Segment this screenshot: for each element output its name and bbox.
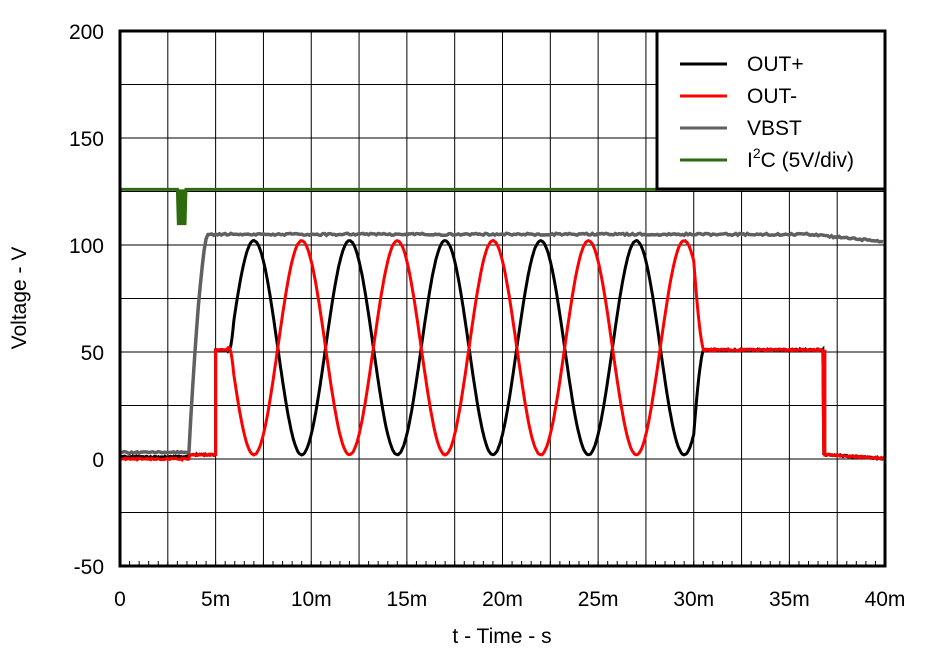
y-tick-label: 100 xyxy=(69,235,104,258)
chart: 200 150 100 50 0 -50 0 5m 10m 15m 20m 25m 30m 35m 40m… xyxy=(0,0,930,657)
legend-label-i2c: I2C (5V/div) xyxy=(747,145,854,172)
x-tick-label: 0 xyxy=(114,588,126,611)
legend-label-vbst: VBST xyxy=(747,117,802,140)
y-tick-label: -50 xyxy=(74,556,104,579)
x-tick-label: 30m xyxy=(673,588,714,611)
legend-label-out-minus: OUT- xyxy=(747,85,797,108)
x-tick-label: 10m xyxy=(291,588,332,611)
x-tick-label: 20m xyxy=(482,588,523,611)
legend-label-out-plus: OUT+ xyxy=(747,53,804,76)
x-tick-label: 5m xyxy=(201,588,230,611)
x-tick-label: 35m xyxy=(769,588,810,611)
x-tick-label: 40m xyxy=(865,588,906,611)
i2c-pulse xyxy=(177,189,186,223)
y-tick-labels: 200 150 100 50 0 -50 xyxy=(69,21,104,579)
legend: OUT+ OUT- VBST I2C (5V/div) xyxy=(657,31,885,189)
y-tick-label: 200 xyxy=(69,21,104,44)
x-tick-labels: 0 5m 10m 15m 20m 25m 30m 35m 40m xyxy=(114,588,905,611)
y-tick-label: 50 xyxy=(81,342,104,365)
y-tick-label: 150 xyxy=(69,128,104,151)
y-tick-label: 0 xyxy=(92,449,104,472)
x-tick-label: 15m xyxy=(386,588,427,611)
x-axis-label: t - Time - s xyxy=(452,625,551,648)
x-tick-label: 25m xyxy=(578,588,619,611)
trace-vbst xyxy=(120,233,883,453)
y-axis-label: Voltage - V xyxy=(8,247,31,350)
